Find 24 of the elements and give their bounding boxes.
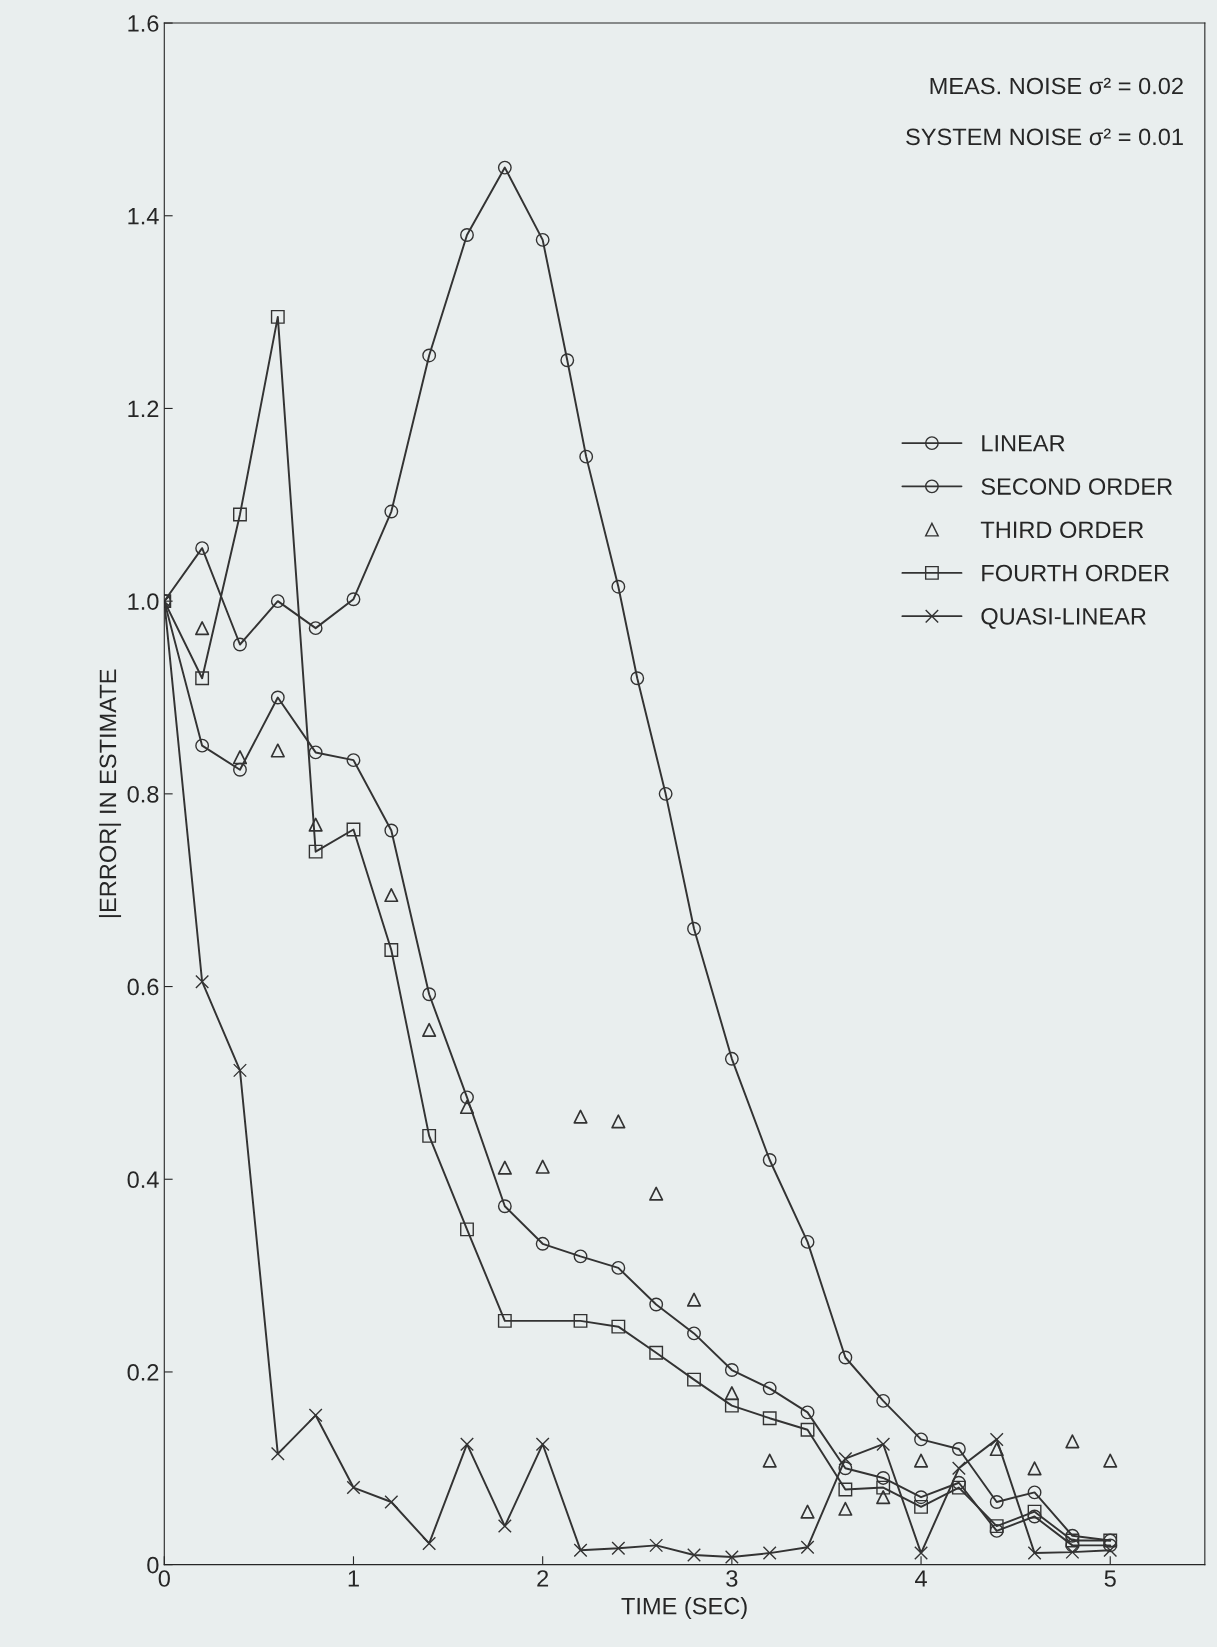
x-tick-label: 4 xyxy=(915,1570,927,1587)
x-tick-label: 2 xyxy=(537,1570,549,1587)
legend-label: THIRD ORDER xyxy=(980,521,1144,539)
legend-label: LINEAR xyxy=(982,435,1065,452)
y-tick-label: 1.4 xyxy=(128,208,159,225)
y-tick-label: 1.0 xyxy=(128,593,159,610)
y-tick-label: 0.6 xyxy=(127,978,159,996)
x-tick-label: 3 xyxy=(726,1570,738,1587)
y-tick-label: 1.6 xyxy=(128,15,159,32)
annotation: SYSTEM NOISE σ² = 0.01 xyxy=(906,128,1183,146)
legend-label: SECOND ORDER xyxy=(981,478,1173,495)
legend-label: FOURTH ORDER xyxy=(982,564,1170,582)
legend-label: QUASI-LINEAR xyxy=(981,607,1146,629)
y-tick-label: 0.8 xyxy=(127,785,159,803)
y-tick-label: 0.2 xyxy=(127,1364,159,1381)
y-tick-label: 0.4 xyxy=(127,1171,159,1189)
y-tick-label: 0 xyxy=(147,1556,159,1574)
y-axis-title: |ERROR| IN ESTIMATE xyxy=(98,669,122,918)
y-tick-label: 1.2 xyxy=(128,400,159,418)
annotation: MEAS. NOISE σ² = 0.02 xyxy=(930,77,1183,95)
x-tick-label: 0 xyxy=(158,1570,170,1587)
x-axis-title: TIME (SEC) xyxy=(621,1597,747,1620)
x-tick-label: 1 xyxy=(348,1570,359,1587)
x-tick-label: 5 xyxy=(1104,1570,1116,1587)
